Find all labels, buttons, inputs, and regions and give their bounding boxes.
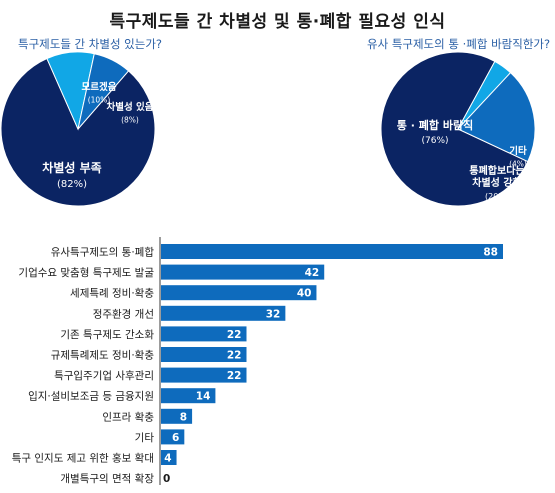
bar-value-10: 4 [164, 453, 171, 465]
bar-0 [161, 244, 503, 259]
pie-0-slice-0 [0, 57, 156, 207]
left-pie-title: 특구제도들 간 차별성 있는가? [18, 37, 163, 51]
pie-0-pct-1: (10%) [88, 96, 111, 105]
pie-1-label-2-1: 차별성 강화 [472, 176, 522, 189]
bar-value-5: 22 [227, 350, 242, 362]
bar-label-2: 세제특례 정비·확충 [70, 287, 154, 300]
bar-value-2: 40 [297, 288, 312, 300]
chart-title: 특구제도들 간 차별성 및 통·폐합 필요성 인식 [109, 12, 446, 32]
pie-0-label-0: 차별성 부족 [42, 160, 101, 175]
bar-value-0: 88 [483, 247, 498, 259]
bar-chart-needs: 유사특구제도의 통·폐합 88 기업수요 맞춤형 특구제도 발굴 42 세제특례 정비·… [12, 237, 503, 485]
pie-1-slice-2 [457, 71, 536, 163]
bar-value-8: 8 [180, 411, 187, 423]
pie-0-slice-2 [77, 53, 130, 130]
bar-10 [161, 450, 177, 465]
bar-label-4: 기존 특구제도 간소화 [60, 329, 154, 341]
bar-value-11: 0 [163, 473, 170, 485]
pie-chart-differentiation: 차별성 부족 (82%) 모르겠음 (10%)차별성 있음 (8%) [0, 52, 156, 207]
bar-label-6: 특구입주기업 사후관리 [54, 369, 154, 382]
bar-value-6: 22 [227, 370, 242, 382]
pie-0-label-1: 모르겠음 [82, 81, 117, 93]
bar-2 [161, 285, 317, 301]
bar-label-1: 기업수요 맞춤형 특구제도 발굴 [18, 266, 154, 279]
bar-value-4: 22 [227, 329, 242, 341]
pie-0-pct-2: (8%) [121, 116, 139, 125]
pie-1-pct-0: (76%) [421, 136, 448, 146]
bar-label-3: 정주환경 개선 [93, 307, 154, 320]
bar-label-8: 인프라 확충 [102, 410, 154, 423]
pie-1-label-0: 통 · 폐합 바람직 [397, 118, 473, 132]
bar-label-5: 규제특례제도 정비·확충 [51, 349, 155, 362]
bar-label-7: 입지·설비보조금 등 금융지원 [28, 390, 154, 403]
bar-3 [161, 305, 286, 321]
bar-label-10: 특구 인지도 제고 위한 홍보 확대 [12, 452, 154, 465]
pie-0-label-2: 차별성 있음 [106, 101, 153, 113]
bar-8 [161, 408, 193, 424]
bar-6 [161, 367, 247, 383]
bar-value-1: 42 [305, 267, 320, 279]
bar-1 [161, 264, 325, 280]
bar-5 [161, 347, 247, 362]
pie-1-pct-1: (4%) [509, 160, 527, 169]
bar-value-3: 32 [266, 308, 281, 320]
bar-7 [161, 388, 216, 404]
right-pie-title: 유사 특구제도의 통 ·폐합 바람직한가? [367, 37, 551, 51]
bar-4 [161, 326, 247, 342]
pie-1-label-1: 기타 [509, 145, 527, 157]
bar-value-9: 6 [172, 432, 179, 444]
pie-1-slice-0 [380, 52, 529, 207]
bar-label-11: 개별특구의 면적 확장 [60, 472, 154, 485]
pie-1-pct-2: (20%) [485, 192, 509, 201]
bar-value-7: 14 [196, 391, 211, 403]
bar-9 [161, 429, 185, 445]
pie-1-label-2-0: 통폐합보다는 [469, 164, 524, 177]
pie-0-pct-0: (82%) [57, 179, 87, 190]
bar-label-9: 기타 [135, 432, 155, 444]
bar-label-0: 유사특구제도의 통·폐합 [51, 247, 155, 259]
